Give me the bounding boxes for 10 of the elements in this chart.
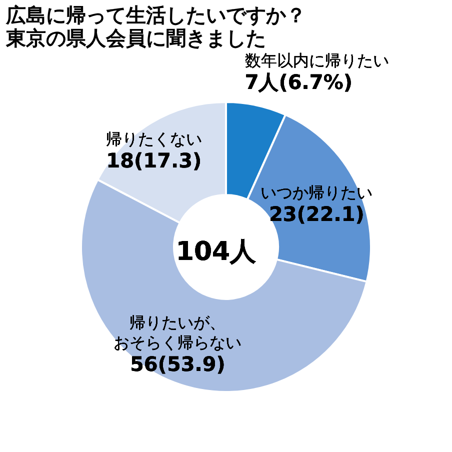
chart-subtitle: 東京の県人会員に聞きました — [5, 26, 266, 50]
slice-label: 帰りたくない — [106, 129, 202, 148]
slice-label: 帰りたいが、おそらく帰らない — [114, 312, 242, 352]
text: 104人 — [176, 237, 258, 267]
data-label: 7人(6.7%) — [244, 70, 352, 94]
slice-label: 数年以内に帰りたい — [244, 51, 389, 70]
data-label: 18(17.3) — [106, 148, 202, 172]
chart-title: 広島に帰って生活したいですか？ — [5, 3, 306, 28]
data-label: 23(22.1) — [268, 202, 364, 226]
data-label: 56(53.9) — [130, 352, 226, 376]
